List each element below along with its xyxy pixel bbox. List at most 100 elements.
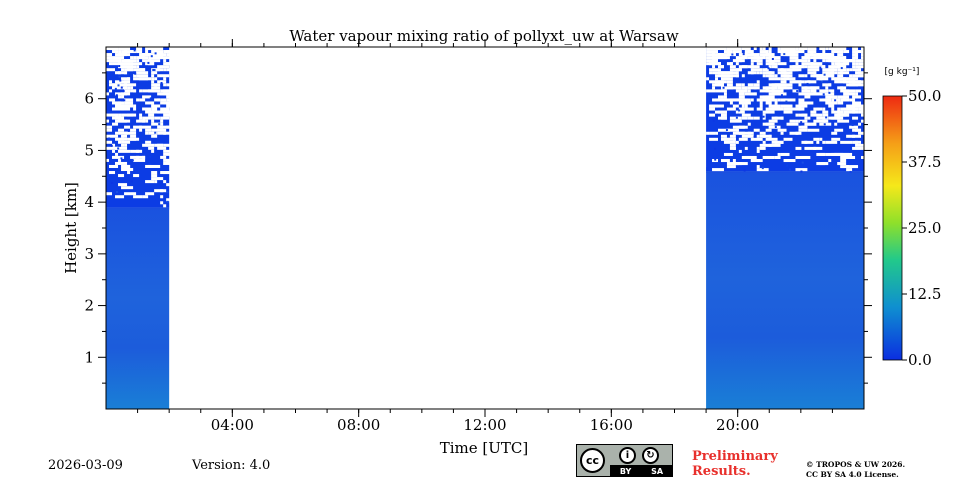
data-gap-cell <box>166 62 176 66</box>
data-gap-cell <box>157 131 167 135</box>
data-gap-cell <box>154 47 164 51</box>
data-gap-cell <box>157 125 170 129</box>
data-gap-cell <box>735 98 739 102</box>
data-gap-cell <box>855 92 859 96</box>
data-gap-cell <box>145 140 152 144</box>
data-gap-cell <box>723 95 727 99</box>
colorbar-gradient <box>882 95 903 361</box>
data-gap-cell <box>843 113 850 117</box>
data-cell <box>788 168 791 171</box>
data-gap-cell <box>759 101 763 105</box>
data-gap-cell <box>130 86 134 90</box>
data-gap-cell <box>852 110 859 114</box>
plot-area <box>105 46 873 410</box>
data-gap-cell <box>726 83 733 87</box>
data-gap-cell <box>837 110 844 114</box>
data-gap-cell <box>163 77 167 81</box>
colorbar-tick-label: 25.0 <box>908 219 941 237</box>
data-gap-cell <box>753 56 766 60</box>
data-gap-cell <box>801 62 814 66</box>
data-gap-cell <box>735 68 742 72</box>
data-gap-cell <box>124 50 137 54</box>
data-gap-cell <box>840 71 850 75</box>
data-gap-cell <box>735 83 742 87</box>
data-gap-cell <box>771 62 778 66</box>
data-gap-cell <box>762 113 766 117</box>
data-gap-cell <box>718 95 721 99</box>
data-gap-cell <box>151 107 158 111</box>
data-gap-cell <box>136 119 146 123</box>
data-gap-cell <box>124 125 131 129</box>
data-gap-cell <box>709 137 719 141</box>
data-gap-cell <box>747 101 751 105</box>
data-gap-cell <box>807 128 820 132</box>
data-gap-cell <box>858 80 864 84</box>
data-gap-cell <box>804 53 814 57</box>
data-gap-cell <box>127 68 134 72</box>
data-gap-cell <box>747 89 751 93</box>
data-gap-cell <box>771 56 775 60</box>
data-gap-cell <box>855 101 862 105</box>
data-gap-cell <box>723 116 727 120</box>
data-gap-cell <box>118 158 122 162</box>
data-gap-cell <box>118 113 122 117</box>
data-gap-cell <box>133 195 143 199</box>
data-gap-cell <box>133 125 143 129</box>
data-gap-cell <box>142 95 152 99</box>
data-gap-cell <box>151 149 155 153</box>
x-tick-label: 20:00 <box>716 416 759 434</box>
data-gap-cell <box>834 128 844 132</box>
footer-version: Version: 4.0 <box>192 458 271 473</box>
data-gap-cell <box>765 89 775 93</box>
data-gap-cell <box>118 101 122 105</box>
data-gap-cell <box>762 155 775 160</box>
data-gap-cell <box>115 83 128 87</box>
data-gap-cell <box>106 119 110 123</box>
data-gap-cell <box>163 110 173 114</box>
data-gap-cell <box>813 119 826 123</box>
data-gap-cell <box>729 86 742 90</box>
data-gap-cell <box>741 65 748 69</box>
data-gap-cell <box>718 110 727 114</box>
data-gap-cell <box>109 68 113 72</box>
data-gap-cell <box>726 128 739 132</box>
data-gap-cell <box>139 113 143 117</box>
data-gap-cell <box>837 95 847 99</box>
data-gap-cell <box>160 128 167 132</box>
data-gap-cell <box>715 77 719 81</box>
data-gap-cell <box>163 149 173 153</box>
data-gap-cell <box>786 122 799 126</box>
data-gap-cell <box>765 137 778 141</box>
data-cell <box>154 131 157 134</box>
data-cell <box>834 99 837 102</box>
share-alike-icon: ↻ <box>642 447 659 464</box>
data-gap-cell <box>115 146 128 150</box>
data-gap-cell <box>726 107 736 111</box>
y-axis: 1 2 3 4 5 6 <box>84 72 872 384</box>
data-gap-cell <box>807 116 811 120</box>
data-gap-cell <box>109 47 113 51</box>
data-cell <box>742 53 745 56</box>
data-gap-cell <box>127 113 137 117</box>
data-gap-cell <box>145 50 149 54</box>
data-gap-cell <box>130 62 143 66</box>
data-gap-cell <box>816 53 829 57</box>
data-cell <box>814 99 817 102</box>
data-gap-cell <box>771 86 778 90</box>
data-gap-cell <box>783 137 793 141</box>
data-gap-cell <box>112 56 125 60</box>
data-cell <box>794 85 797 88</box>
data-gap-cell <box>726 165 736 169</box>
data-gap-cell <box>741 101 748 105</box>
data-gap-cell <box>163 152 176 156</box>
data-gap-cell <box>804 146 817 150</box>
data-gap-cell <box>145 192 155 196</box>
data-gap-cell <box>828 89 835 93</box>
data-gap-cell <box>756 107 763 111</box>
data-gap-cell <box>124 98 134 102</box>
data-gap-cell <box>747 122 751 126</box>
data-gap-cell <box>121 68 125 72</box>
data-gap-cell <box>715 89 727 93</box>
data-gap-cell <box>861 113 873 117</box>
